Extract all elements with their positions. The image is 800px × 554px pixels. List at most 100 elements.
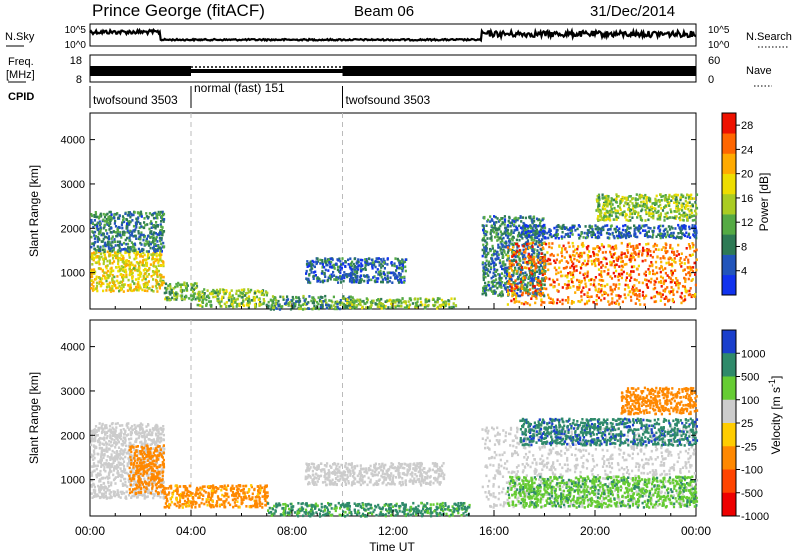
radar-cell — [670, 231, 673, 235]
radar-cell — [523, 288, 526, 291]
radar-cell — [154, 462, 158, 465]
radar-cell — [159, 249, 162, 252]
radar-cell — [217, 293, 220, 296]
radar-cell — [683, 225, 686, 229]
radar-cell — [132, 289, 135, 292]
radar-cell — [91, 214, 94, 218]
radar-cell — [341, 301, 344, 305]
radar-cell — [400, 276, 404, 279]
radar-cell — [616, 209, 619, 213]
radar-cell — [90, 283, 94, 286]
radar-cell — [606, 236, 609, 240]
radar-cell — [533, 255, 536, 259]
radar-cell — [492, 226, 495, 230]
radar-cell — [542, 242, 546, 245]
radar-cell — [668, 228, 672, 231]
radar-cell — [123, 231, 126, 234]
radar-cell — [137, 237, 140, 241]
radar-cell — [176, 292, 179, 296]
radar-cell — [557, 271, 560, 275]
radar-cell — [633, 252, 636, 255]
radar-cell — [99, 214, 102, 217]
radar-cell — [537, 224, 540, 228]
radar-cell — [375, 277, 378, 280]
radar-cell — [671, 251, 674, 254]
radar-cell — [387, 299, 390, 303]
radar-cell — [598, 231, 601, 235]
radar-cell — [323, 272, 326, 276]
radar-cell — [689, 215, 692, 219]
radar-cell — [388, 298, 392, 302]
radar-cell — [688, 245, 691, 248]
radar-cell — [694, 224, 697, 228]
radar-cell — [615, 258, 618, 262]
radar-cell — [512, 281, 515, 284]
radar-cell — [504, 266, 507, 270]
radar-cell — [90, 221, 93, 225]
radar-cell — [538, 230, 541, 234]
radar-cell — [157, 244, 160, 248]
radar-cell — [438, 297, 441, 300]
radar-cell — [119, 457, 122, 461]
radar-cell — [158, 246, 161, 249]
radar-cell — [372, 276, 375, 279]
radar-cell — [311, 259, 314, 263]
radar-cell — [149, 231, 152, 235]
radar-cell — [570, 278, 573, 281]
radar-cell — [326, 279, 329, 283]
radar-cell — [677, 281, 680, 285]
radar-cell — [635, 287, 638, 290]
radar-cell — [424, 307, 427, 310]
radar-cell — [509, 248, 512, 251]
radar-cell — [538, 243, 541, 247]
radar-cell — [482, 228, 485, 232]
radar-cell — [525, 236, 528, 240]
radar-cell — [514, 216, 517, 220]
radar-cell — [586, 233, 589, 237]
radar-cell — [531, 229, 534, 232]
radar-cell — [537, 256, 540, 259]
radar-cell — [147, 250, 150, 253]
radar-cell — [527, 290, 530, 294]
radar-cell — [162, 425, 165, 428]
radar-cell — [604, 203, 607, 206]
radar-cell — [543, 230, 546, 233]
radar-cell — [103, 466, 106, 469]
radar-cell — [498, 246, 501, 249]
radar-cell — [682, 219, 685, 222]
radar-cell — [621, 300, 624, 304]
radar-cell — [500, 242, 503, 246]
radar-cell — [484, 230, 487, 233]
radar-cell — [379, 304, 382, 307]
radar-cell — [254, 296, 257, 300]
radar-cell — [219, 305, 222, 308]
radar-cell — [100, 255, 103, 259]
radar-cell — [526, 260, 529, 264]
radar-cell — [134, 255, 138, 259]
radar-cell — [321, 261, 324, 264]
radar-cell — [380, 280, 383, 284]
radar-cell — [343, 297, 346, 300]
radar-cell — [365, 297, 368, 300]
radar-cell — [655, 235, 658, 238]
radar-cell — [501, 281, 504, 284]
radar-cell — [147, 242, 150, 245]
radar-cell — [121, 215, 125, 218]
radar-cell — [239, 291, 242, 294]
radar-cell — [609, 218, 612, 222]
radar-cell — [346, 275, 349, 279]
radar-cell — [663, 280, 666, 284]
radar-cell — [659, 213, 662, 216]
radar-cell — [340, 263, 343, 266]
radar-cell — [631, 265, 634, 269]
radar-cell — [621, 213, 624, 217]
radar-cell — [324, 298, 327, 302]
radar-cell — [160, 253, 163, 256]
radar-cell — [695, 193, 699, 196]
radar-cell — [511, 249, 514, 252]
radar-cell — [367, 275, 370, 279]
radar-cell — [353, 270, 357, 274]
radar-cell — [159, 264, 162, 267]
radar-cell — [530, 272, 534, 276]
